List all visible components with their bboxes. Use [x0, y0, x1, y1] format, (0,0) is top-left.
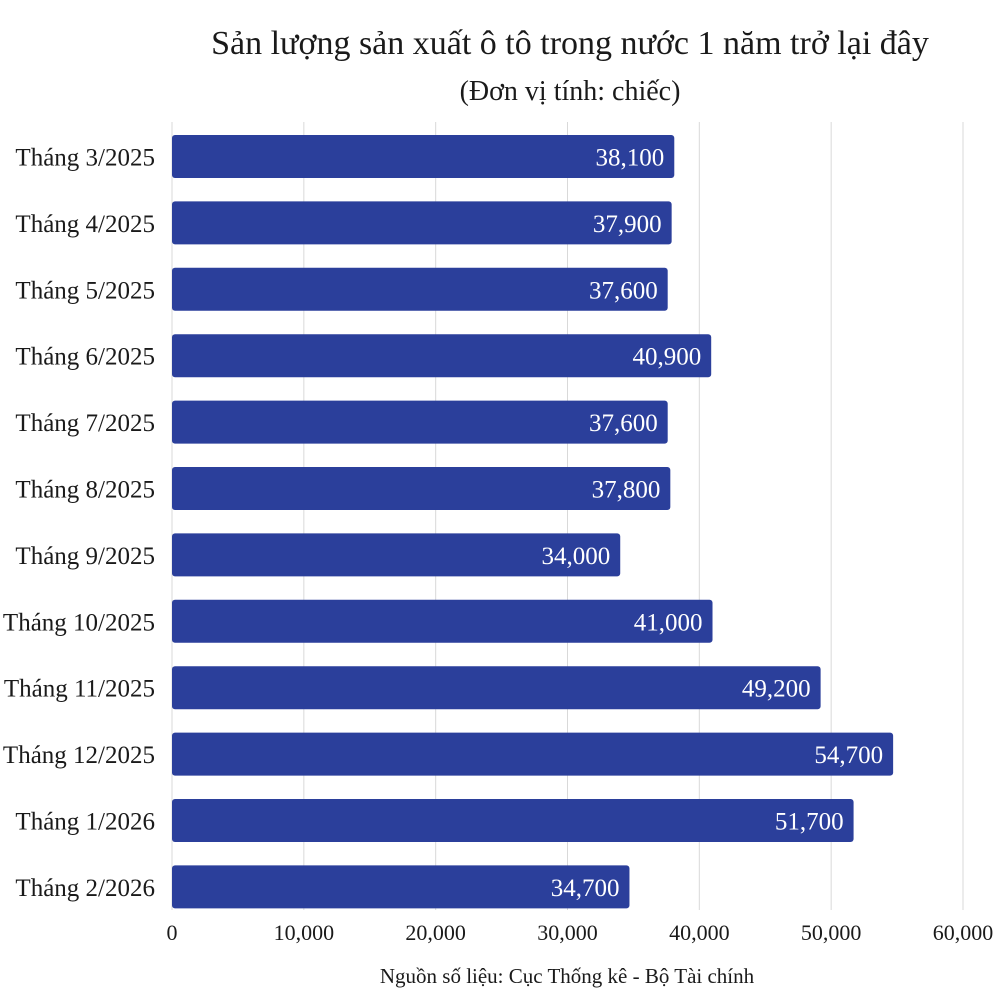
bar [172, 799, 854, 842]
bar-chart: 38,100 37,900 37,600 40,900 37,600 37,800 34,0… [3, 122, 994, 945]
data-label: 49,200 [742, 676, 811, 703]
bar [172, 732, 894, 776]
bar [172, 400, 668, 444]
x-tick-label: 60,000 [933, 920, 994, 945]
category-label: Tháng 12/2025 [3, 742, 155, 769]
category-label: Tháng 11/2025 [4, 676, 155, 703]
data-label: 37,800 [592, 477, 661, 504]
category-label: Tháng 7/2025 [15, 410, 155, 437]
category-label: Tháng 4/2025 [15, 211, 155, 238]
bar [172, 865, 630, 909]
data-label: 54,700 [814, 742, 883, 769]
data-label: 37,900 [593, 211, 662, 238]
chart-subtitle: (Đơn vị tính: chiếc) [459, 76, 681, 107]
bar [172, 135, 675, 178]
category-label: Tháng 2/2026 [15, 875, 155, 902]
bar [172, 201, 672, 245]
x-tick-label: 50,000 [801, 920, 862, 945]
bar [172, 267, 668, 311]
data-label: 51,700 [775, 809, 844, 836]
data-label: 37,600 [589, 410, 658, 437]
bars: 38,100 37,900 37,600 40,900 37,600 37,800 34,0… [172, 135, 894, 909]
data-label: 34,700 [551, 875, 620, 902]
category-label: Tháng 9/2025 [15, 543, 155, 570]
data-label: 38,100 [596, 145, 665, 172]
data-label: 40,900 [632, 344, 701, 371]
bar [172, 599, 713, 643]
gridlines [171, 122, 964, 910]
source-note: Nguồn số liệu: Cục Thống kê - Bộ Tài chí… [379, 964, 755, 988]
category-label: Tháng 8/2025 [15, 477, 155, 504]
category-label: Tháng 6/2025 [15, 344, 155, 371]
x-tick-label: 20,000 [405, 920, 466, 945]
bar [172, 467, 671, 510]
category-label: Tháng 5/2025 [15, 277, 155, 304]
data-label: 41,000 [634, 609, 703, 636]
category-label: Tháng 1/2026 [15, 809, 155, 836]
x-tick-label: 30,000 [537, 920, 598, 945]
category-label: Tháng 3/2025 [15, 145, 155, 172]
bar [172, 533, 621, 577]
x-tick-label: 10,000 [274, 920, 335, 945]
data-label: 34,000 [541, 543, 610, 570]
bar [172, 334, 712, 378]
chart-title: Sản lượng sản xuất ô tô trong nước 1 năm… [211, 25, 929, 62]
data-label: 37,600 [589, 277, 658, 304]
bar [172, 666, 821, 710]
x-tick-label: 0 [167, 920, 178, 945]
category-label: Tháng 10/2025 [3, 609, 155, 636]
x-tick-labels: 0 10,000 20,000 30,000 40,000 50,000 60,000 [167, 920, 994, 945]
category-labels: Tháng 3/2025 Tháng 4/2025 Tháng 5/2025 Thán… [3, 145, 155, 902]
x-tick-label: 40,000 [669, 920, 730, 945]
